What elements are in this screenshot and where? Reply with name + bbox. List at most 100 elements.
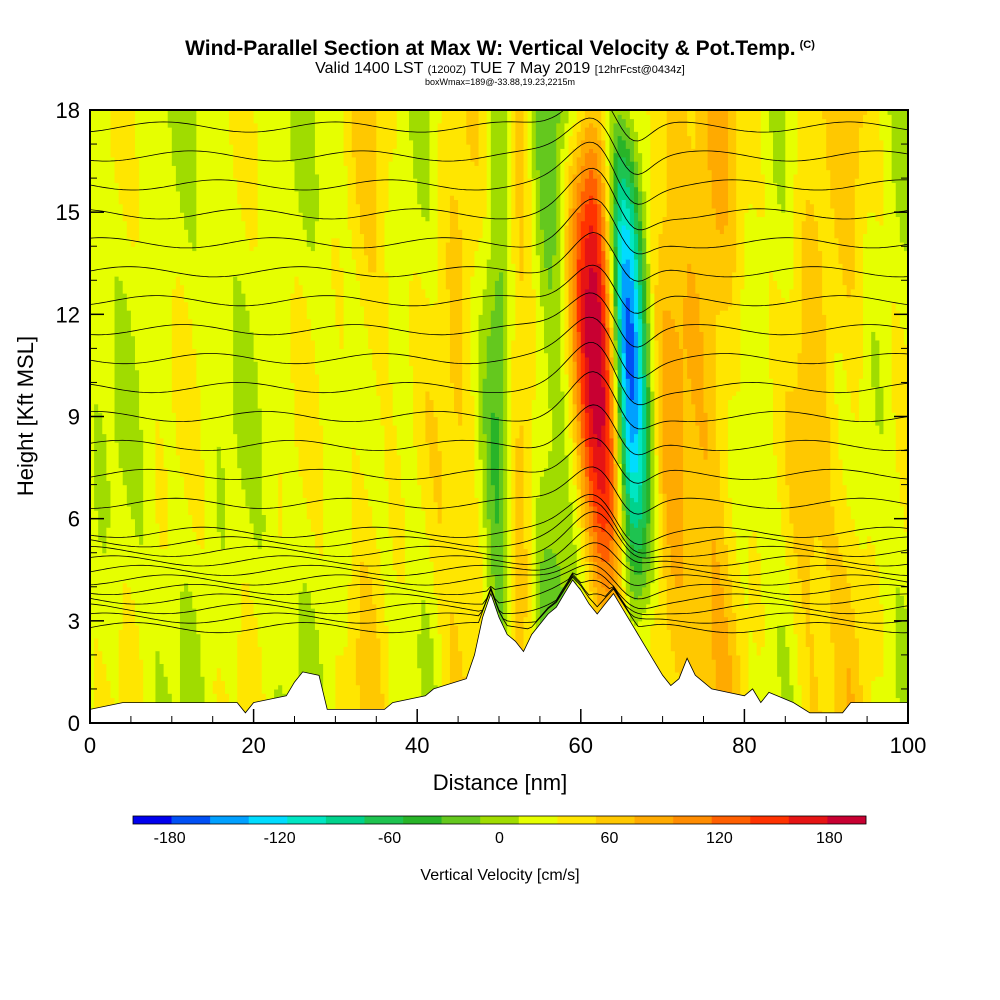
- velocity-cell: [728, 305, 733, 401]
- velocity-cell: [625, 420, 631, 447]
- velocity-cell: [588, 505, 594, 537]
- velocity-cell: [736, 390, 741, 562]
- velocity-cell: [621, 199, 627, 226]
- velocity-cell: [584, 531, 590, 562]
- velocity-cell: [638, 318, 643, 379]
- velocity-cell: [245, 110, 251, 239]
- velocity-cell: [462, 110, 467, 677]
- velocity-cell: [306, 246, 312, 320]
- velocity-cell: [850, 518, 856, 609]
- velocity-cell: [879, 433, 885, 605]
- velocity-cell: [535, 169, 541, 256]
- velocity-cell: [629, 203, 635, 226]
- velocity-cell: [298, 591, 304, 723]
- velocity-cell: [310, 531, 316, 609]
- colorbar-swatch: [480, 816, 520, 824]
- velocity-cell: [548, 110, 553, 290]
- velocity-cell: [895, 471, 901, 588]
- velocity-cell: [576, 382, 582, 422]
- velocity-cell: [781, 625, 786, 723]
- velocity-cell: [830, 642, 835, 723]
- velocity-cell: [666, 544, 672, 630]
- velocity-cell: [576, 420, 582, 456]
- velocity-cell: [617, 412, 623, 439]
- velocity-cell: [155, 522, 161, 652]
- velocity-cell: [625, 514, 631, 537]
- velocity-cell: [159, 110, 165, 439]
- velocity-cell: [633, 233, 639, 260]
- velocity-cell: [871, 544, 876, 682]
- velocity-cell: [621, 178, 627, 200]
- velocity-cell: [294, 446, 300, 723]
- velocity-cell: [163, 676, 169, 723]
- velocity-cell: [421, 110, 426, 218]
- velocity-cell: [601, 182, 606, 218]
- velocity-cell: [756, 216, 762, 554]
- velocity-cell: [171, 165, 177, 290]
- velocity-cell: [102, 433, 107, 554]
- velocity-cell: [605, 369, 611, 524]
- velocity-cell: [695, 293, 701, 426]
- velocity-cell: [139, 544, 144, 660]
- velocity-cell: [609, 390, 615, 439]
- colorbar-swatch: [325, 816, 365, 824]
- velocity-cell: [838, 552, 844, 723]
- velocity-cell: [494, 416, 500, 524]
- velocity-cell: [670, 110, 676, 320]
- velocity-cell: [572, 403, 578, 443]
- velocity-cell: [588, 224, 594, 269]
- velocity-cell: [417, 276, 422, 486]
- velocity-cell: [617, 182, 623, 222]
- velocity-cell: [355, 203, 361, 281]
- velocity-cell: [617, 535, 623, 613]
- velocity-cell: [249, 331, 255, 524]
- velocity-cell: [760, 110, 766, 175]
- velocity-cell: [646, 522, 651, 571]
- velocity-cell: [359, 305, 365, 473]
- velocity-cell: [584, 561, 590, 601]
- velocity-cell: [523, 548, 529, 618]
- velocity-cell: [736, 654, 741, 723]
- velocity-cell: [409, 280, 414, 367]
- velocity-cell: [584, 446, 590, 477]
- y-tick-label: 3: [68, 609, 80, 634]
- velocity-cell: [646, 386, 651, 524]
- velocity-cell: [355, 637, 361, 686]
- velocity-cell: [625, 148, 631, 166]
- y-tick-label: 12: [56, 302, 80, 327]
- velocity-cell: [593, 271, 598, 435]
- velocity-cell: [171, 412, 177, 711]
- velocity-cell: [531, 178, 537, 290]
- velocity-cell: [633, 212, 639, 235]
- velocity-cell: [118, 110, 124, 205]
- velocity-cell: [638, 284, 643, 320]
- velocity-cell: [290, 161, 296, 294]
- velocity-cell: [388, 161, 394, 384]
- velocity-cell: [531, 288, 537, 401]
- colorbar: -180 -120 -60 0 60 120 180: [132, 815, 867, 847]
- velocity-cell: [122, 293, 128, 486]
- velocity-cell: [740, 586, 745, 720]
- velocity-cell: [290, 382, 296, 723]
- velocity-cell: [417, 203, 422, 277]
- velocity-cell: [519, 425, 525, 682]
- velocity-cell: [687, 263, 692, 379]
- velocity-cell: [433, 301, 439, 418]
- velocity-cell: [858, 548, 864, 686]
- velocity-cell: [650, 110, 656, 294]
- velocity-cell: [184, 301, 189, 498]
- velocity-cell: [625, 258, 631, 298]
- velocity-cell: [601, 386, 606, 426]
- velocity-cell: [830, 505, 835, 643]
- velocity-cell: [494, 280, 500, 418]
- velocity-cell: [895, 586, 901, 699]
- colorbar-tick-label: -60: [378, 830, 401, 847]
- velocity-cell: [662, 493, 668, 579]
- velocity-cell: [683, 110, 688, 298]
- velocity-cell: [421, 216, 426, 290]
- velocity-cell: [605, 165, 611, 222]
- velocity-cell: [609, 539, 615, 584]
- velocity-cell: [891, 301, 897, 413]
- velocity-cell: [343, 646, 349, 723]
- velocity-cell: [768, 110, 774, 132]
